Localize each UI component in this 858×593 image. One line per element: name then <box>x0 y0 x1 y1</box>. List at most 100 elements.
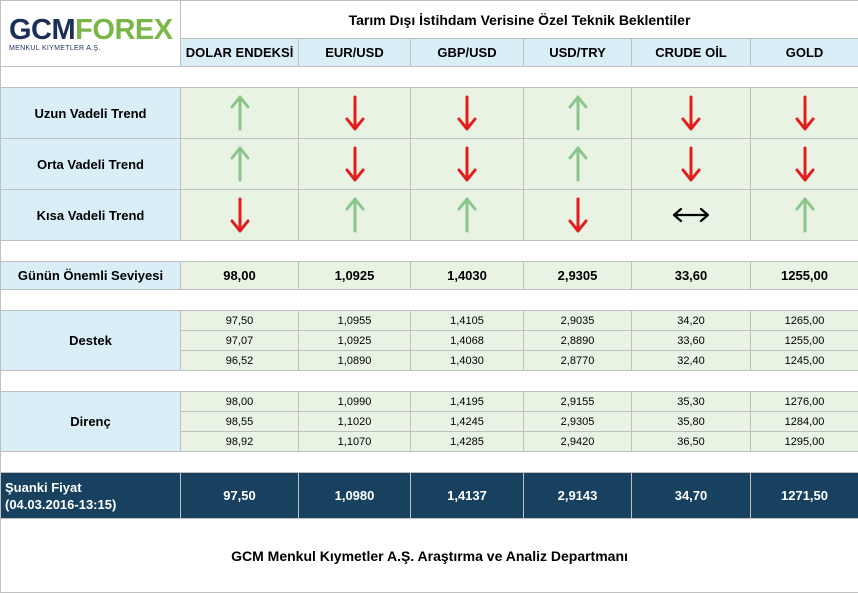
key-level-row: Günün Önemli Seviyesi 98,00 1,0925 1,403… <box>1 262 858 290</box>
support-value: 1,0955 <box>299 311 411 331</box>
trend-cell <box>632 88 751 139</box>
current-price-value: 2,9143 <box>524 473 632 519</box>
spacer <box>1 241 858 262</box>
trend-cell <box>181 139 299 190</box>
trend-cell <box>299 139 411 190</box>
trend-cell <box>411 190 524 241</box>
resistance-label: Direnç <box>1 392 181 452</box>
support-value: 2,8890 <box>524 331 632 351</box>
key-level-value: 2,9305 <box>524 262 632 290</box>
trend-cell <box>411 139 524 190</box>
trend-cell <box>411 88 524 139</box>
support-label: Destek <box>1 311 181 371</box>
trend-cell <box>632 190 751 241</box>
resistance-value: 2,9155 <box>524 392 632 412</box>
resistance-value: 1295,00 <box>751 432 858 452</box>
up-arrow-icon <box>567 95 589 131</box>
resistance-value: 98,92 <box>181 432 299 452</box>
up-arrow-icon <box>344 197 366 233</box>
key-level-value: 98,00 <box>181 262 299 290</box>
spacer <box>1 452 858 473</box>
support-value: 1,0925 <box>299 331 411 351</box>
column-header: EUR/USD <box>299 39 411 67</box>
trend-cell <box>751 190 858 241</box>
trend-cell <box>181 190 299 241</box>
resistance-value: 2,9305 <box>524 412 632 432</box>
support-value: 1,4068 <box>411 331 524 351</box>
support-value: 1265,00 <box>751 311 858 331</box>
logo-forex: FOREX <box>75 14 172 46</box>
page-title: Tarım Dışı İstihdam Verisine Özel Teknik… <box>181 1 858 39</box>
support-value: 2,9035 <box>524 311 632 331</box>
down-arrow-icon <box>344 95 366 131</box>
resistance-value: 1,4195 <box>411 392 524 412</box>
resistance-value: 35,30 <box>632 392 751 412</box>
up-arrow-icon <box>229 146 251 182</box>
down-arrow-icon <box>229 197 251 233</box>
support-value: 1,4105 <box>411 311 524 331</box>
current-price-value: 97,50 <box>181 473 299 519</box>
logo: GCMFOREX MENKUL KIYMETLER A.Ş. <box>1 1 181 67</box>
current-price-value: 1,4137 <box>411 473 524 519</box>
resistance-value: 1276,00 <box>751 392 858 412</box>
support-value: 96,52 <box>181 351 299 371</box>
down-arrow-icon <box>456 95 478 131</box>
up-arrow-icon <box>794 197 816 233</box>
spacer <box>1 371 858 392</box>
up-arrow-icon <box>456 197 478 233</box>
down-arrow-icon <box>456 146 478 182</box>
down-arrow-icon <box>344 146 366 182</box>
logo-subtitle: MENKUL KIYMETLER A.Ş. <box>9 45 101 52</box>
resistance-value: 1284,00 <box>751 412 858 432</box>
support-value: 97,50 <box>181 311 299 331</box>
column-header: GBP/USD <box>411 39 524 67</box>
resistance-value: 1,4245 <box>411 412 524 432</box>
support-value: 34,20 <box>632 311 751 331</box>
trend-cell <box>751 88 858 139</box>
current-price-label: Şuanki Fiyat (04.03.2016-13:15) <box>1 473 181 519</box>
resistance-row: Direnç 98,00 1,0990 1,4195 2,9155 35,30 … <box>1 392 858 412</box>
trend-cell <box>524 190 632 241</box>
resistance-value: 2,9420 <box>524 432 632 452</box>
resistance-value: 1,1020 <box>299 412 411 432</box>
current-price-title: Şuanki Fiyat <box>5 479 180 496</box>
trend-row-medium: Orta Vadeli Trend <box>1 139 858 190</box>
resistance-value: 1,0990 <box>299 392 411 412</box>
support-value: 1245,00 <box>751 351 858 371</box>
trend-row-long: Uzun Vadeli Trend <box>1 88 858 139</box>
up-arrow-icon <box>567 146 589 182</box>
current-price-value: 34,70 <box>632 473 751 519</box>
current-price-timestamp: (04.03.2016-13:15) <box>5 496 180 513</box>
trend-row-short: Kısa Vadeli Trend <box>1 190 858 241</box>
resistance-value: 36,50 <box>632 432 751 452</box>
support-value: 1,0890 <box>299 351 411 371</box>
resistance-value: 98,00 <box>181 392 299 412</box>
resistance-value: 98,55 <box>181 412 299 432</box>
key-level-value: 1255,00 <box>751 262 858 290</box>
key-level-value: 1,0925 <box>299 262 411 290</box>
support-value: 32,40 <box>632 351 751 371</box>
sideways-arrow-icon <box>671 205 711 225</box>
down-arrow-icon <box>680 95 702 131</box>
key-level-value: 33,60 <box>632 262 751 290</box>
logo-gcm: GCM <box>9 14 75 46</box>
trend-cell <box>181 88 299 139</box>
column-header: USD/TRY <box>524 39 632 67</box>
trend-label: Orta Vadeli Trend <box>1 139 181 190</box>
trend-label: Uzun Vadeli Trend <box>1 88 181 139</box>
down-arrow-icon <box>794 95 816 131</box>
down-arrow-icon <box>680 146 702 182</box>
resistance-value: 35,80 <box>632 412 751 432</box>
down-arrow-icon <box>794 146 816 182</box>
resistance-value: 1,1070 <box>299 432 411 452</box>
key-level-value: 1,4030 <box>411 262 524 290</box>
column-header: DOLAR ENDEKSİ <box>181 39 299 67</box>
trend-label: Kısa Vadeli Trend <box>1 190 181 241</box>
down-arrow-icon <box>567 197 589 233</box>
trend-cell <box>751 139 858 190</box>
key-level-label: Günün Önemli Seviyesi <box>1 262 181 290</box>
spacer <box>1 67 858 88</box>
column-header: GOLD <box>751 39 858 67</box>
trend-cell <box>299 190 411 241</box>
